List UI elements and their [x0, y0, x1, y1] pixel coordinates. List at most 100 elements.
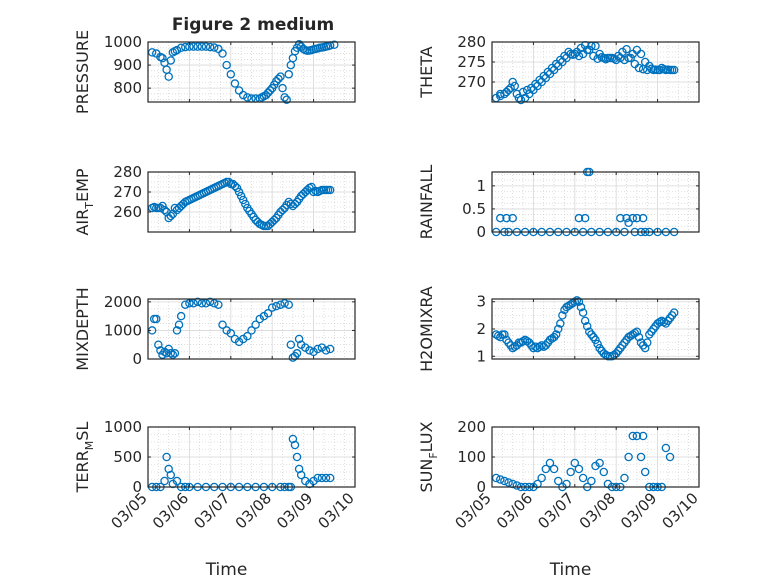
data-point: [154, 203, 163, 213]
data-point: [601, 54, 611, 64]
y-tick-label: 260: [113, 203, 142, 221]
data-point: [496, 475, 505, 484]
data-point: [508, 479, 517, 489]
data-point: [166, 349, 176, 358]
y-tick-label: 2000: [104, 293, 142, 311]
data-point: [556, 319, 565, 328]
data-point: [580, 213, 590, 223]
y-tick-label: 1000: [104, 418, 142, 436]
data-point: [166, 470, 176, 480]
data-point: [533, 479, 542, 489]
data-point: [286, 340, 296, 349]
data-point: [263, 309, 273, 318]
data-point: [632, 431, 642, 441]
subplot-h2omixra: 1 2 3 H2OMIXRA: [417, 286, 700, 372]
data-point: [170, 349, 180, 358]
ylabel-7: SUNFLUX: [417, 421, 440, 492]
data-point: [566, 467, 575, 477]
data-point: [325, 473, 335, 483]
data-point: [236, 191, 246, 201]
data-point: [624, 218, 633, 228]
data-point: [261, 221, 271, 231]
data-point: [226, 70, 236, 79]
data-point: [549, 464, 559, 474]
data-point: [238, 195, 248, 205]
data-point: [315, 186, 325, 196]
y-tick-label: 0: [476, 223, 486, 241]
data-point: [216, 180, 225, 190]
y-tick-label: 280: [457, 33, 486, 51]
data-point: [166, 56, 176, 65]
data-point: [622, 44, 631, 54]
data-point: [514, 338, 524, 347]
data-point: [496, 213, 505, 223]
data-point: [317, 473, 327, 483]
y-tick-label: 1000: [104, 33, 142, 51]
data-point: [197, 299, 207, 308]
data-point: [622, 213, 631, 223]
data-point: [224, 177, 233, 187]
data-point: [643, 338, 652, 347]
data-point: [183, 196, 192, 206]
data-point: [162, 452, 171, 462]
data-point: [174, 320, 184, 329]
data-point: [651, 65, 660, 74]
axes-frame: [147, 171, 356, 233]
data-point: [172, 326, 182, 335]
data-point: [599, 467, 609, 477]
data-point: [199, 188, 209, 198]
data-point: [158, 53, 167, 63]
data-point: [230, 181, 240, 191]
data-point: [618, 341, 627, 350]
data-point: [166, 211, 176, 221]
data-point: [282, 200, 291, 210]
data-point: [585, 45, 594, 55]
data-point: [205, 297, 215, 307]
data-point: [640, 467, 650, 477]
data-point: [574, 297, 584, 306]
data-point: [500, 476, 509, 486]
data-point: [234, 86, 244, 95]
data-point: [605, 352, 615, 361]
data-point: [290, 199, 300, 209]
data-point: [510, 81, 520, 91]
data-point: [238, 90, 248, 100]
data-point: [193, 297, 202, 307]
data-point: [276, 300, 285, 309]
data-point: [284, 300, 294, 309]
y-tick-label: 0: [132, 350, 142, 368]
data-point: [636, 49, 646, 59]
data-point: [632, 213, 642, 223]
y-tick-label: 100: [457, 448, 486, 466]
data-point: [325, 344, 335, 354]
data-point: [504, 478, 513, 487]
ylabel-6: TERRMSL: [73, 422, 96, 494]
data-point: [305, 346, 314, 355]
data-point: [570, 458, 580, 468]
subplot-rainfall: 0 0.5 1 RAINFALL: [417, 165, 700, 241]
data-point: [531, 342, 540, 351]
data-point: [647, 327, 656, 336]
data-point: [522, 85, 532, 95]
data-point: [580, 316, 590, 326]
data-point: [249, 212, 258, 222]
ylabel-2: AIRTEMP: [73, 168, 96, 235]
data-point: [541, 464, 551, 474]
data-point: [193, 42, 202, 51]
data-point: [220, 178, 229, 188]
y-tick-label: 500: [113, 448, 142, 466]
data-point: [620, 473, 629, 483]
ylabel-1: THETA: [417, 46, 436, 98]
data-point: [245, 206, 254, 216]
data-point: [267, 303, 277, 312]
data-point: [626, 53, 635, 63]
data-point: [189, 42, 198, 51]
data-point: [516, 95, 526, 105]
data-point: [294, 40, 304, 49]
data-point: [535, 342, 544, 351]
data-point: [203, 186, 213, 196]
data-point: [170, 203, 180, 213]
ylabel-0: PRESSURE: [73, 30, 92, 114]
data-point: [663, 316, 673, 326]
